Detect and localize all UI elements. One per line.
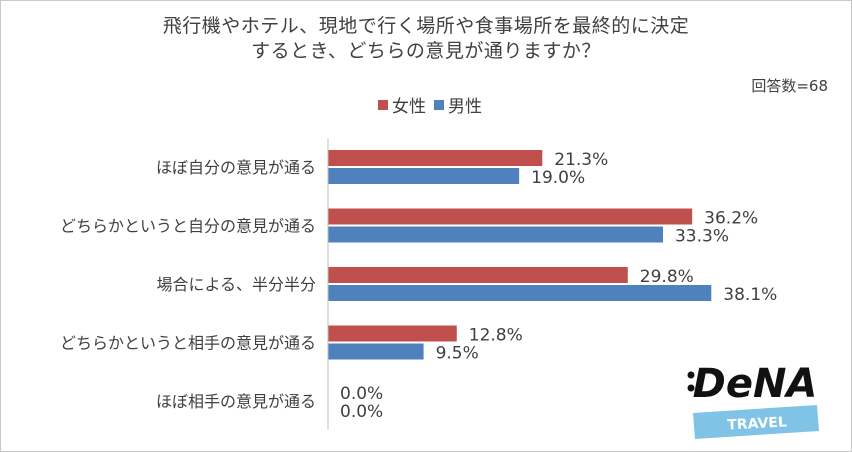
legend-label-male: 男性 — [448, 97, 482, 117]
legend-item-female: 女性 — [378, 92, 426, 117]
category-label: どちらかというと自分の意見が通る — [60, 217, 316, 236]
data-label-male: 9.5% — [436, 344, 479, 364]
chart-legend: 女性 男性 — [378, 92, 482, 117]
data-label-female: 29.8% — [640, 267, 694, 287]
bar-male — [328, 226, 663, 243]
data-label-male: 33.3% — [675, 227, 729, 247]
bar-male — [328, 168, 520, 184]
bar-female — [328, 267, 628, 283]
logo-brand-text: DeNA — [693, 361, 818, 407]
data-label-male: 0.0% — [340, 402, 383, 422]
chart-title-line-1: 飛行機やホテル、現地で行く場所や食事場所を最終的に決定 — [162, 15, 690, 37]
data-label-female: 21.3% — [554, 150, 608, 170]
bar-female — [328, 150, 543, 166]
data-label-female: 0.0% — [340, 384, 383, 404]
data-label-female: 12.8% — [469, 326, 523, 346]
respondent-count: 回答数=68 — [751, 77, 828, 95]
chart-title: 飛行機やホテル、現地で行く場所や食事場所を最終的に決定 するとき、どちらの意見が… — [0, 14, 852, 64]
legend-swatch-male — [434, 99, 444, 110]
chart-title-line-2: するとき、どちらの意見が通りますか？ — [251, 40, 601, 62]
data-label-male: 19.0% — [531, 168, 585, 188]
category-label: どちらかというと相手の意見が通る — [60, 334, 316, 353]
data-label-male: 38.1% — [723, 285, 777, 305]
bar-female — [328, 325, 457, 342]
bar-male — [328, 343, 424, 360]
bar-male — [328, 285, 712, 301]
legend-item-male: 男性 — [434, 92, 482, 117]
category-label: 場合による、半分半分 — [156, 275, 316, 294]
logo-colon-dot-top — [687, 371, 695, 379]
legend-swatch-female — [378, 99, 388, 110]
logo-band — [693, 405, 819, 439]
legend-label-female: 女性 — [392, 97, 426, 117]
dena-travel-logo: DeNA TRAVEL — [687, 361, 819, 439]
logo-colon-dot-bottom — [687, 384, 695, 392]
category-label: ほぼ相手の意見が通る — [156, 392, 316, 411]
bar-female — [328, 208, 693, 225]
data-label-female: 36.2% — [704, 209, 758, 229]
category-label: ほぼ自分の意見が通る — [156, 158, 316, 177]
logo-sub-text: TRAVEL — [727, 414, 787, 433]
